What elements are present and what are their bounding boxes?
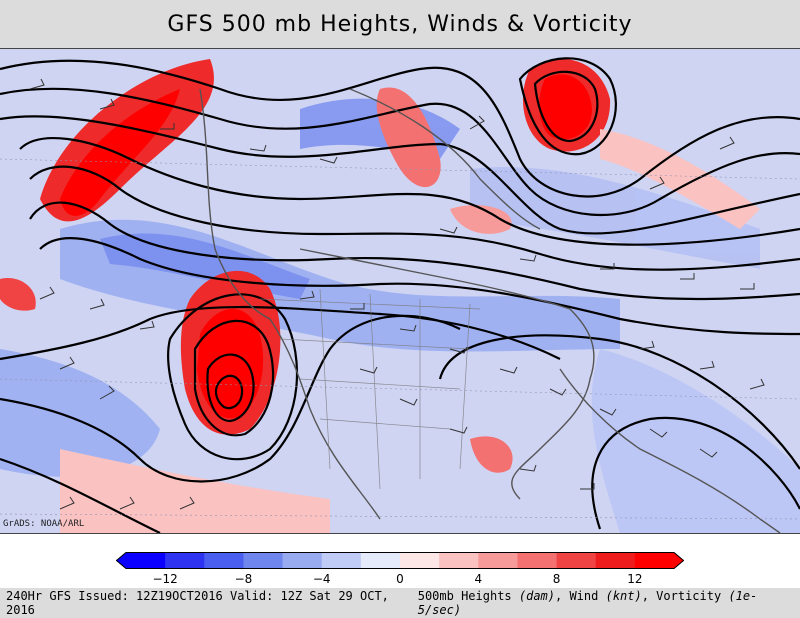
- map-panel: GrADS: NOAA/ARL: [0, 48, 800, 534]
- colorbar-tick: 8: [552, 572, 561, 586]
- colorbar-segment: [517, 552, 558, 569]
- footer-bar: 240Hr GFS Issued: 12Z19OCT2016 Valid: 12…: [0, 588, 800, 618]
- colorbar-tick: −8: [234, 572, 253, 586]
- coastlines: [199, 88, 781, 533]
- colorbar-segment: [634, 552, 675, 569]
- colorbar-tick: 4: [474, 572, 483, 586]
- colorbar-tick: −4: [312, 572, 331, 586]
- colorbar-outline: [116, 552, 684, 569]
- colorbar-segment: [400, 552, 440, 569]
- colorbar-tick: −12: [152, 572, 178, 586]
- colorbar-segment: [165, 552, 205, 569]
- colorbar-segment: [126, 552, 166, 569]
- map-title: GFS 500 mb Heights, Winds & Vorticity: [167, 11, 633, 37]
- colorbar-segment: [595, 552, 636, 569]
- colorbar-segment: [321, 552, 362, 569]
- fields-legend: 500mb Heights (dam), Wind (knt), Vortici…: [417, 589, 758, 617]
- colorbar-segment: [439, 552, 479, 569]
- latitude-lines: [0, 158, 800, 520]
- colorbar-tick: 0: [396, 572, 404, 586]
- colorbar-segment: [556, 552, 597, 569]
- height-contours: [0, 57, 800, 533]
- state-borders: [259, 288, 481, 490]
- colorbar-segment: [478, 552, 518, 569]
- credit-label: GrADS: NOAA/ARL: [3, 519, 85, 529]
- title-bar: GFS 500 mb Heights, Winds & Vorticity: [0, 0, 800, 48]
- colorbar-segment: [282, 552, 323, 569]
- issue-valid-label: 240Hr GFS Issued: 12Z19OCT2016 Valid: 12…: [6, 589, 389, 617]
- colorbar-tick: 12: [627, 572, 643, 586]
- vorticity-map: [0, 49, 800, 533]
- colorbar-segment: [360, 552, 401, 569]
- vorticity-colorbar: [116, 552, 684, 569]
- positive-vorticity-shading: [0, 59, 760, 533]
- colorbar-segment: [243, 552, 284, 569]
- wind-barbs: [29, 78, 765, 510]
- colorbar-cap-right: [674, 552, 684, 569]
- colorbar-cap-left: [116, 552, 126, 569]
- colorbar-segment: [204, 552, 244, 569]
